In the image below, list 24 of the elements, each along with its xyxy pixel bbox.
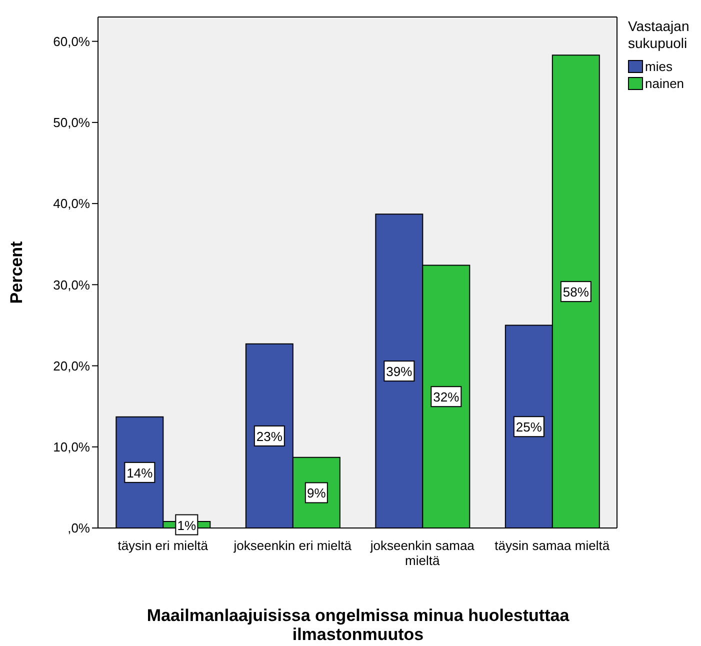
y-tick-label: 20,0% (53, 358, 90, 374)
y-tick-label: 50,0% (53, 115, 90, 130)
data-label: 58% (562, 284, 590, 300)
data-label: 32% (433, 390, 460, 405)
data-label: 39% (386, 364, 413, 380)
x-tick-label: jokseenkin eri mieltä (232, 538, 352, 553)
data-label: 23% (256, 428, 283, 444)
data-label: 25% (516, 420, 542, 435)
x-tick-label: jokseenkin samaa mieltä (369, 538, 476, 568)
legend-label: nainen (645, 76, 684, 91)
x-axis-title: Maailmanlaajuisissa ongelmissa minua huolestuttaa ilmastonmuutos (146, 606, 570, 644)
data-label: 1% (177, 518, 196, 533)
y-tick-label: ,0% (68, 520, 90, 536)
legend-label: mies (645, 59, 672, 74)
x-tick-label: täysin samaa mieltä (494, 538, 610, 553)
legend-title: Vastaajan sukupuoli (628, 18, 690, 52)
y-tick-label: 60,0% (53, 34, 90, 49)
x-tick-label: täysin eri mieltä (118, 538, 209, 553)
y-tick-label: 10,0% (53, 440, 90, 455)
data-label: 14% (126, 465, 154, 480)
y-axis-title: Percent (7, 240, 26, 304)
data-label: 9% (307, 486, 326, 501)
y-tick-label: 30,0% (53, 277, 90, 292)
y-tick-label: 40,0% (53, 196, 90, 212)
